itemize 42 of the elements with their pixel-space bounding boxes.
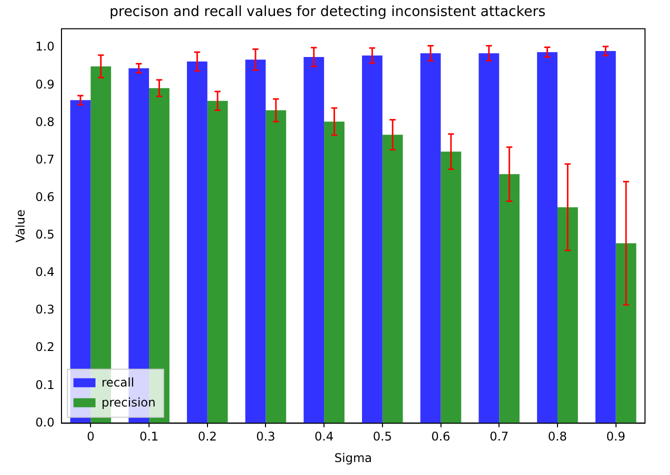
bar [478,53,500,424]
y-tick-label: 0.3 [35,302,54,317]
bar [616,243,636,424]
x-tick-label: 0.9 [606,430,626,444]
y-tick-label: 0.8 [35,114,54,129]
bar [440,152,462,424]
y-tick-label: 0.0 [35,415,54,430]
bar [499,174,520,424]
x-tick-label: 0.1 [139,430,159,444]
bar [324,122,344,424]
x-tick-label: 0.4 [314,430,334,444]
bar [382,134,403,424]
x-tick-label: 0.8 [548,430,568,444]
chart-title: precison and recall values for detecting inconsistent attackers [109,4,546,20]
y-axis-title: Value [13,210,28,242]
bar [362,55,382,424]
y-tick-label: 0.4 [35,265,54,280]
x-tick-label: 0.2 [198,430,217,444]
bar [245,60,266,424]
bar [557,207,578,424]
legend-label: precision [101,395,156,410]
bar [186,61,208,424]
bar [420,53,441,424]
bar [207,100,228,424]
x-tick-label: 0.3 [256,430,276,444]
x-axis-title: Sigma [334,450,372,465]
bar [304,56,324,424]
y-tick-label: 0.2 [35,340,54,354]
y-tick-label: 0.1 [35,378,54,392]
bar [595,50,616,424]
y-tick-label: 0.7 [35,152,54,166]
y-tick-label: 0.6 [35,190,54,204]
y-tick-label: 0.9 [35,77,54,92]
y-tick-label: 1.0 [35,40,54,54]
legend-label: recall [101,375,134,390]
bar [537,52,558,424]
x-tick-label: 0.5 [372,430,392,444]
x-tick-label: 0.6 [431,430,450,444]
x-tick-label: 0 [86,430,94,444]
bar [266,110,286,424]
x-tick-label: 0.7 [490,430,509,444]
y-tick-label: 0.5 [35,228,54,242]
